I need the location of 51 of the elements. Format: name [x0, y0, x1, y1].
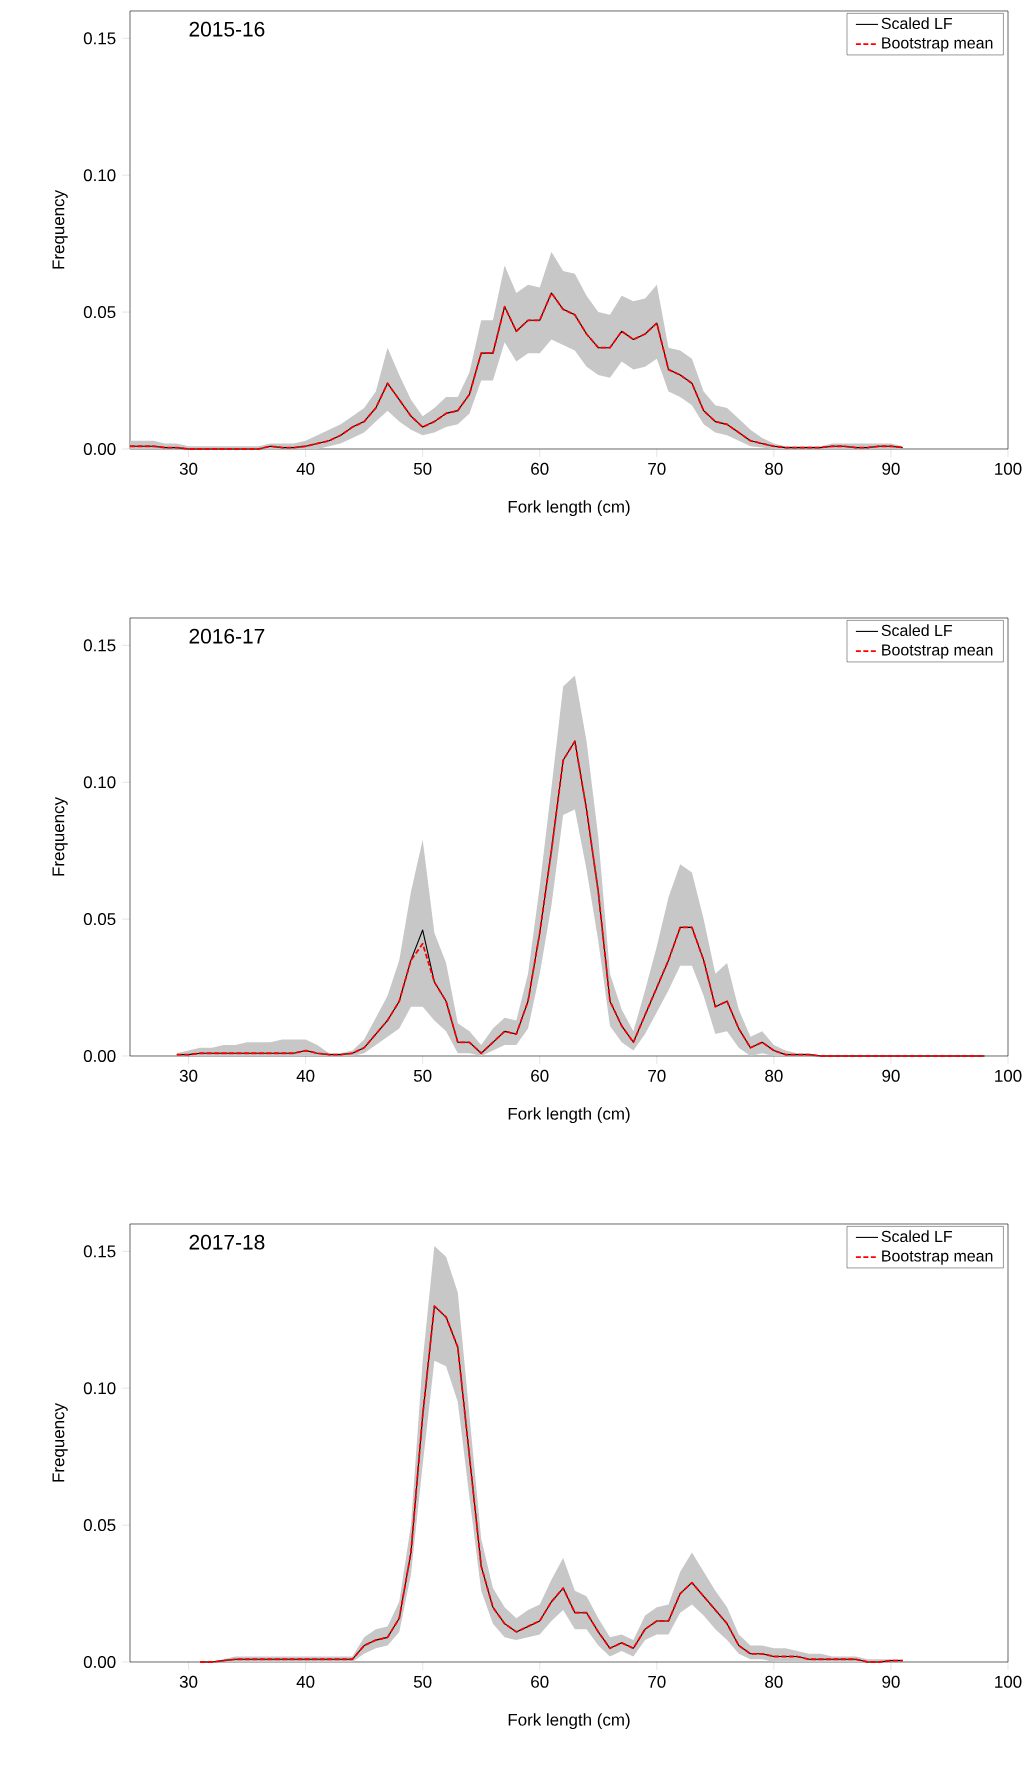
x-tick-label: 60	[531, 1069, 549, 1082]
y-tick-label: 0.05	[83, 913, 116, 926]
x-tick-label: 70	[648, 1069, 666, 1082]
y-tick-label: 0.15	[83, 1245, 116, 1258]
x-tick-label: 50	[414, 1069, 432, 1082]
x-tick-label: 40	[296, 1675, 315, 1688]
y-tick-label: 0.10	[83, 776, 116, 789]
x-tick-label: 90	[882, 462, 900, 475]
x-tick-label: 70	[648, 1675, 666, 1688]
x-tick-label: 80	[765, 462, 783, 475]
x-tick-label: 30	[179, 1069, 198, 1082]
x-tick-label: 40	[296, 1069, 315, 1082]
y-tick-label: 0.05	[83, 306, 116, 319]
legend-label: Bootstrap mean	[882, 37, 993, 52]
y-axis-title: Frequency	[52, 190, 68, 269]
x-tick-label: 50	[414, 1675, 432, 1688]
y-axis-title: Frequency	[52, 1403, 68, 1482]
x-tick-label: 70	[648, 462, 666, 475]
y-tick-label: 0.00	[83, 442, 116, 455]
y-tick-label: 0.10	[83, 1382, 116, 1395]
y-tick-label: 0.15	[83, 639, 116, 652]
x-tick-label: 100	[995, 462, 1022, 475]
legend-label: Scaled LF	[881, 624, 953, 637]
y-tick-label: 0.00	[83, 1049, 116, 1062]
y-axis-title: Frequency	[52, 797, 68, 876]
x-axis-title: Fork length (cm)	[508, 1107, 630, 1124]
x-tick-label: 60	[531, 462, 549, 475]
x-tick-label: 50	[414, 462, 432, 475]
x-axis-title: Fork length (cm)	[508, 1713, 630, 1730]
x-tick-label: 100	[995, 1675, 1022, 1688]
legend-label: Scaled LF	[881, 1230, 953, 1243]
x-tick-label: 80	[765, 1069, 783, 1082]
x-axis-title: Fork length (cm)	[508, 500, 630, 517]
chart-title: 2016-17	[189, 628, 265, 644]
legend-label: Bootstrap mean	[882, 1250, 993, 1265]
y-tick-label: 0.00	[83, 1656, 116, 1668]
x-tick-label: 60	[531, 1675, 549, 1688]
y-tick-label: 0.10	[83, 169, 116, 182]
x-tick-label: 100	[995, 1069, 1022, 1082]
x-tick-label: 30	[179, 462, 198, 475]
chart-title: 2017-18	[189, 1234, 265, 1250]
legend-label: Bootstrap mean	[882, 644, 993, 659]
x-tick-label: 90	[882, 1675, 900, 1688]
y-tick-label: 0.15	[83, 32, 116, 45]
y-tick-label: 0.05	[83, 1519, 116, 1532]
x-tick-label: 30	[179, 1675, 198, 1688]
x-tick-label: 80	[765, 1675, 783, 1688]
x-tick-label: 90	[882, 1069, 900, 1082]
x-tick-label: 40	[296, 462, 315, 475]
legend-label: Scaled LF	[881, 17, 953, 30]
chart-title: 2015-16	[189, 21, 265, 37]
